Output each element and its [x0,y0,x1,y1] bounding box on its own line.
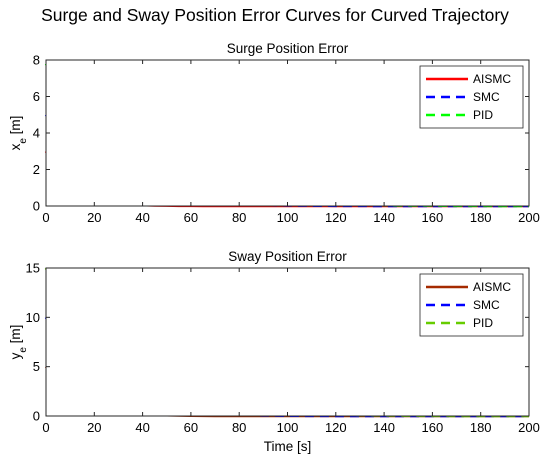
chart-panel-1: 0 20 40 60 80 100 120 140 160 180 200 0 2 4 6 8 Surge Po… [8,41,540,225]
x-tick-label: 180 [470,420,492,435]
legend-label-aismc: AISMC [473,72,511,86]
y-tick-label: 2 [33,162,40,177]
y-tick-label: 4 [33,126,40,141]
x-tick-label: 100 [277,210,299,225]
legend: AISMC SMC PID [419,65,524,129]
x-tick-label: 40 [135,420,149,435]
y-tick-label: 15 [26,261,40,276]
x-axis-label: Time [s] [264,439,312,454]
legend-label-smc: SMC [473,90,500,104]
x-tick-label: 140 [373,210,395,225]
legend-label-aismc: AISMC [473,280,511,294]
x-tick-label: 200 [518,210,540,225]
x-tick-label: 60 [184,420,198,435]
legend: AISMC SMC PID [419,273,524,337]
legend-label-pid: PID [473,316,493,330]
figure-title: Surge and Sway Position Error Curves for… [41,5,509,25]
x-tick-label: 180 [470,210,492,225]
x-tick-label: 0 [42,420,49,435]
x-tick-label: 120 [325,210,347,225]
x-tick-label: 160 [422,210,444,225]
x-tick-label: 140 [373,420,395,435]
x-tick-label: 160 [422,420,444,435]
y-tick-label: 0 [33,409,40,424]
legend-label-pid: PID [473,108,493,122]
chart-panel-2: 0 20 40 60 80 100 120 140 160 180 200 0 5 10 15 Sway Po… [8,249,540,454]
x-tick-label: 20 [87,420,101,435]
legend-label-smc: SMC [473,298,500,312]
x-tick-label: 40 [135,210,149,225]
x-tick-label: 100 [277,420,299,435]
y-tick-label: 6 [33,89,40,104]
x-tick-label: 0 [42,210,49,225]
subplot-title: Surge Position Error [227,41,349,56]
y-axis-label: xe [m] [8,116,29,151]
legend-box [419,65,524,129]
y-tick-label: 10 [26,310,40,325]
x-tick-label: 80 [232,420,246,435]
y-tick-label: 8 [33,53,40,68]
legend-box [419,273,524,337]
y-tick-label: 0 [33,199,40,214]
x-tick-label: 120 [325,420,347,435]
y-axis-label: ye [m] [8,325,29,360]
subplot-title: Sway Position Error [228,249,347,264]
x-tick-label: 20 [87,210,101,225]
x-tick-label: 60 [184,210,198,225]
x-tick-label: 200 [518,420,540,435]
x-tick-label: 80 [232,210,246,225]
y-tick-label: 5 [33,359,40,374]
